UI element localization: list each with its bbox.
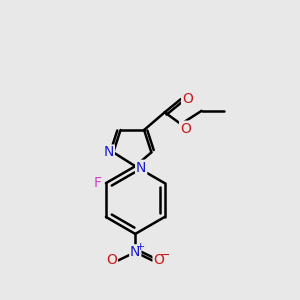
- Text: +: +: [135, 242, 145, 252]
- Text: F: F: [94, 176, 102, 190]
- Text: −: −: [160, 249, 170, 262]
- Text: O: O: [180, 122, 191, 136]
- Text: N: N: [104, 146, 114, 159]
- Text: N: N: [136, 161, 146, 175]
- Text: O: O: [153, 254, 164, 267]
- Text: O: O: [182, 92, 193, 106]
- Text: N: N: [130, 245, 140, 259]
- Text: O: O: [106, 254, 117, 267]
